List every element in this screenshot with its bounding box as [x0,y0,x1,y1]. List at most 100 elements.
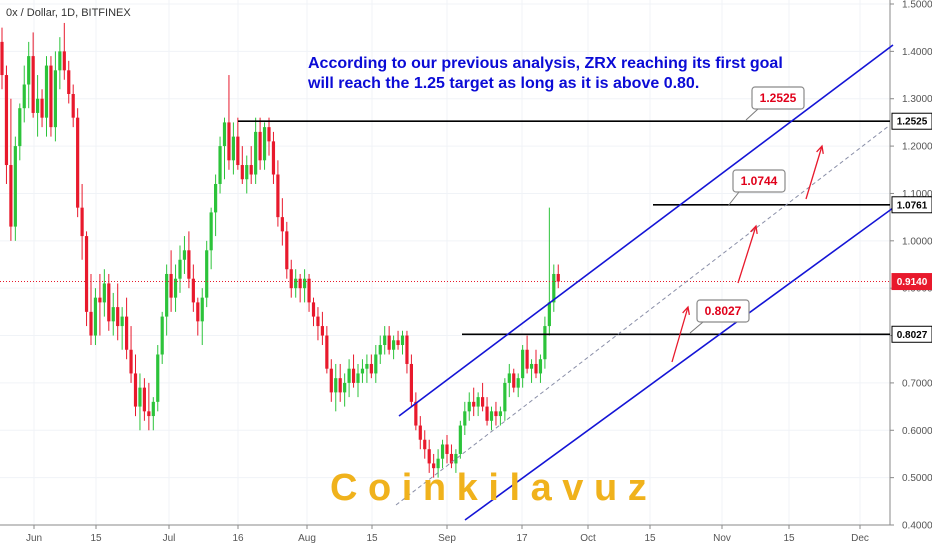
candle-body [547,302,551,327]
time-tick-label: Dec [851,533,869,544]
candle-body [276,174,280,218]
time-tick-label: 15 [90,533,102,544]
time-axis-labels: Jun 15 Jul 16 Aug 15 Sep 17 Oct 15 Nov 15 Dec [26,525,869,544]
candle-body [503,382,507,412]
target-arrow-head [816,144,824,155]
candle-body [285,231,289,270]
candle-body [22,84,26,109]
candle-body [400,335,405,346]
candle-body [521,349,525,379]
callout-box [732,169,786,193]
candle-body [347,368,351,383]
candle-body [58,51,62,71]
candle-body [76,117,80,208]
candle-body [316,316,320,327]
candle-body [427,449,431,464]
candle-body [49,65,53,128]
target-arrow-head [750,224,758,235]
candle-body [44,65,49,118]
candle-body [107,283,111,322]
candle-body [214,183,218,213]
candle-body [133,373,138,407]
time-tick-label: Nov [713,533,731,544]
candle-body [71,93,75,118]
candle-body [467,401,471,412]
time-tick-label: Sep [438,533,456,544]
callout-pointer [727,191,740,207]
price-tick-label: 0.7000 [902,378,932,389]
candle-body [116,307,120,327]
candle-body [552,273,556,303]
price-tag-label: 0.8027 [897,330,928,341]
candle-body [369,363,373,374]
candle-body [538,359,543,374]
candle-body [18,108,22,147]
candle-body [218,146,222,184]
candle-body [489,411,494,421]
candle-body [325,335,329,369]
candle-body [262,127,267,161]
candle-body [151,401,155,417]
candle-body [98,297,102,303]
candle-body [165,273,169,317]
candle-body [173,278,178,298]
candle-body [360,368,365,374]
price-tick-label: 0.6000 [902,426,932,437]
watermark: C o i n k i l a v u z [330,467,647,509]
candle-body [236,136,240,166]
candle-body [405,335,409,364]
callout-pointer [689,321,704,334]
time-tick-label: 15 [783,533,795,544]
candle-body [409,363,413,402]
candle-body [138,387,142,407]
price-tick-label: 0.5000 [902,473,932,484]
candle-body [62,51,66,71]
price-tags: 1.2525 1.0761 0.9140 0.8027 [891,112,932,343]
candle-body [507,373,511,383]
candle-body [205,250,209,298]
candle-body [516,378,520,388]
candle-body [396,340,400,346]
candle-body [4,75,9,166]
price-tick-label: 1.4000 [902,47,932,58]
candle-body [512,373,516,388]
time-tick-label: 16 [232,533,244,544]
candle-body [472,401,476,407]
candle-body [449,453,454,464]
candlestick-series [0,22,560,478]
candle-body [383,335,387,346]
candle-body [13,146,17,227]
candle-body [303,278,307,289]
candle-body [418,425,422,440]
drawing-tools: 1.2525 1.0744 0.8027 [0,44,894,521]
candle-body [365,363,369,369]
candle-body [80,207,84,237]
symbol-title: 0x / Dollar, 1D, BITFINEX [6,7,131,19]
candle-body [378,345,382,355]
candle-body [254,131,258,175]
candle-body [485,406,489,421]
candle-body [191,278,195,303]
price-axis-panel[interactable] [890,0,932,525]
candle-body [227,122,231,161]
candle-body [494,411,498,417]
candle-body [67,70,71,94]
time-tick-label: Aug [298,533,316,544]
candle-body [445,444,449,454]
time-tick-label: 17 [516,533,528,544]
analysis-text-line-2: will reach the 1.25 target as long as it… [307,75,699,92]
candle-body [160,316,164,355]
candle-body [196,302,200,322]
candle-body [267,127,271,142]
callout-box [751,86,805,110]
candle-body [534,363,538,374]
price-tick-label: 1.2000 [902,142,932,153]
price-tick-label: 1.3000 [902,94,932,105]
candle-body [200,297,204,322]
candle-body [556,273,560,282]
candle-body [245,165,249,180]
candle-body [432,463,436,469]
candle-body [102,283,106,303]
candle-body [187,250,191,279]
